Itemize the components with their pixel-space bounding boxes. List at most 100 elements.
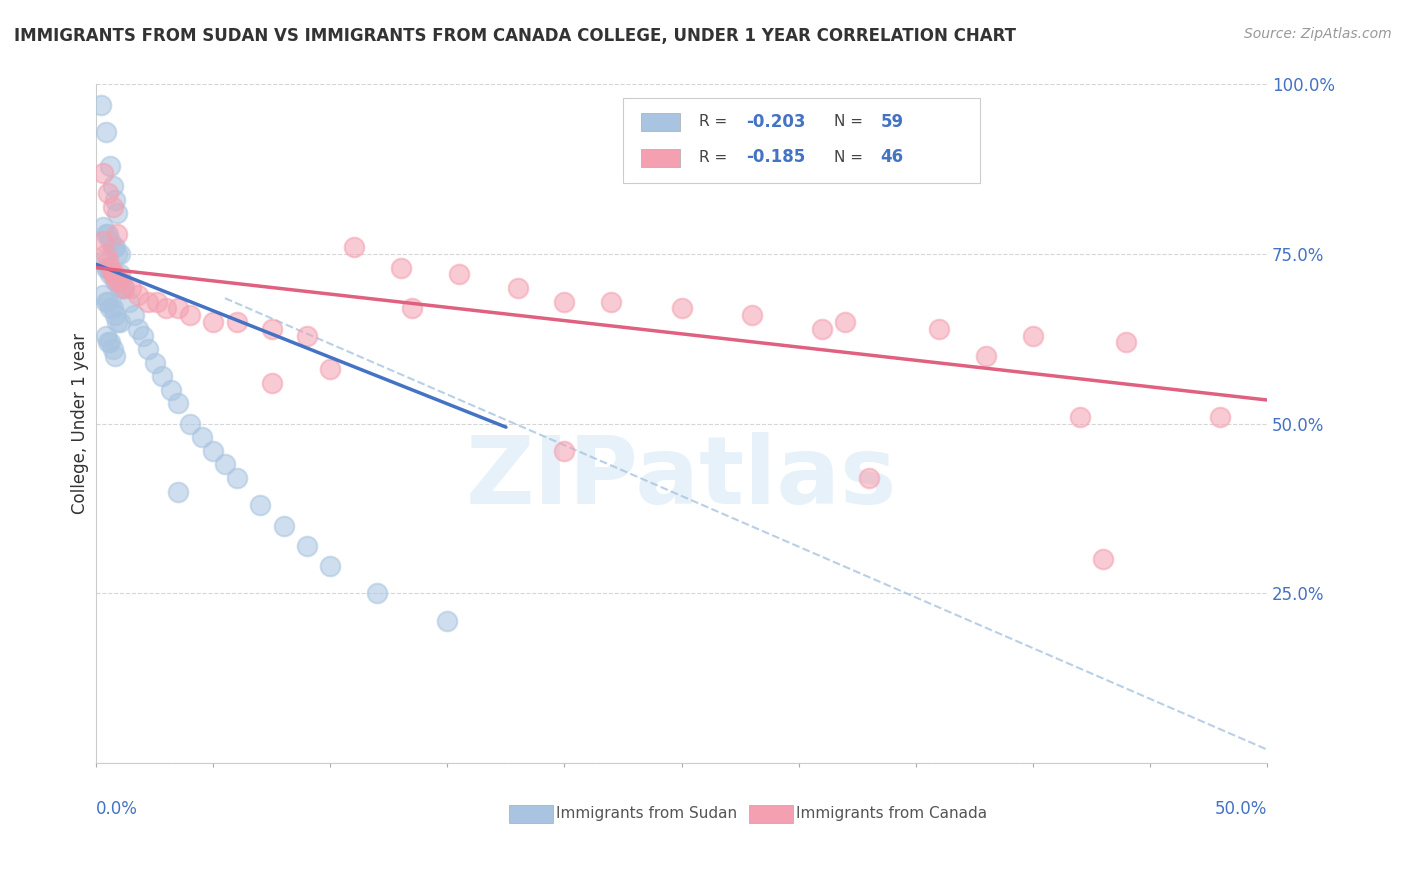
Point — [179, 417, 201, 431]
Point — [225, 471, 247, 485]
Text: N =: N = — [834, 114, 868, 129]
Text: 46: 46 — [880, 148, 904, 166]
Point — [101, 268, 124, 282]
FancyBboxPatch shape — [749, 805, 793, 822]
Point — [202, 315, 225, 329]
Point — [108, 274, 131, 288]
Text: N =: N = — [834, 150, 868, 164]
Point — [319, 362, 342, 376]
Point — [94, 260, 117, 275]
Point — [1022, 328, 1045, 343]
Point — [97, 294, 120, 309]
Point — [506, 281, 529, 295]
Text: Immigrants from Sudan: Immigrants from Sudan — [555, 806, 737, 822]
Point — [146, 294, 169, 309]
Point — [449, 268, 471, 282]
Point — [105, 274, 128, 288]
Point — [974, 349, 997, 363]
Point — [97, 253, 120, 268]
Point — [104, 268, 127, 282]
FancyBboxPatch shape — [641, 113, 681, 131]
Point — [273, 518, 295, 533]
Point — [104, 240, 127, 254]
Point — [101, 301, 124, 316]
Point — [225, 315, 247, 329]
Point — [101, 342, 124, 356]
Point — [671, 301, 693, 316]
Text: 50.0%: 50.0% — [1215, 800, 1267, 818]
Point — [167, 301, 190, 316]
Point — [97, 227, 120, 241]
Text: R =: R = — [699, 150, 733, 164]
Point — [118, 294, 141, 309]
Point — [108, 247, 131, 261]
Point — [260, 322, 283, 336]
Point — [105, 315, 128, 329]
Point — [105, 274, 128, 288]
Point — [127, 287, 149, 301]
Point — [136, 294, 159, 309]
Point — [167, 484, 190, 499]
FancyBboxPatch shape — [509, 805, 553, 822]
Point — [1115, 335, 1137, 350]
Point — [127, 322, 149, 336]
Point — [1069, 409, 1091, 424]
Point — [741, 308, 763, 322]
Point — [94, 294, 117, 309]
Point — [600, 294, 623, 309]
Point — [389, 260, 412, 275]
Point — [1209, 409, 1232, 424]
Point — [108, 268, 131, 282]
Point — [101, 268, 124, 282]
Point — [155, 301, 177, 316]
Text: R =: R = — [699, 114, 733, 129]
Point — [111, 281, 134, 295]
FancyBboxPatch shape — [641, 149, 681, 167]
Point — [108, 315, 131, 329]
Text: ZIPatlas: ZIPatlas — [465, 432, 897, 524]
Text: -0.203: -0.203 — [747, 112, 806, 131]
Point — [94, 227, 117, 241]
Y-axis label: College, Under 1 year: College, Under 1 year — [72, 334, 89, 515]
FancyBboxPatch shape — [623, 98, 980, 183]
Point — [553, 294, 575, 309]
Point — [105, 227, 128, 241]
Point — [179, 308, 201, 322]
Text: IMMIGRANTS FROM SUDAN VS IMMIGRANTS FROM CANADA COLLEGE, UNDER 1 YEAR CORRELATIO: IMMIGRANTS FROM SUDAN VS IMMIGRANTS FROM… — [14, 27, 1017, 45]
Point — [553, 443, 575, 458]
Point — [112, 281, 135, 295]
Point — [105, 206, 128, 220]
Point — [101, 200, 124, 214]
Point — [98, 159, 121, 173]
Point — [98, 234, 121, 248]
Point — [167, 396, 190, 410]
Point — [202, 443, 225, 458]
Point — [97, 335, 120, 350]
Text: -0.185: -0.185 — [747, 148, 806, 166]
Point — [90, 97, 112, 112]
Point — [98, 335, 121, 350]
Point — [105, 247, 128, 261]
Point — [98, 301, 121, 316]
Point — [295, 539, 318, 553]
Point — [112, 281, 135, 295]
Point — [98, 260, 121, 275]
Point — [249, 498, 271, 512]
Point — [94, 247, 117, 261]
Point — [104, 193, 127, 207]
Point — [811, 322, 834, 336]
Point — [260, 376, 283, 390]
Point — [295, 328, 318, 343]
Point — [143, 356, 166, 370]
Point — [94, 328, 117, 343]
Point — [401, 301, 423, 316]
Point — [108, 281, 131, 295]
Point — [366, 586, 388, 600]
Point — [104, 274, 127, 288]
Point — [928, 322, 950, 336]
Point — [101, 179, 124, 194]
Point — [91, 219, 114, 234]
Point — [436, 614, 458, 628]
Point — [91, 234, 114, 248]
Text: Immigrants from Canada: Immigrants from Canada — [796, 806, 987, 822]
